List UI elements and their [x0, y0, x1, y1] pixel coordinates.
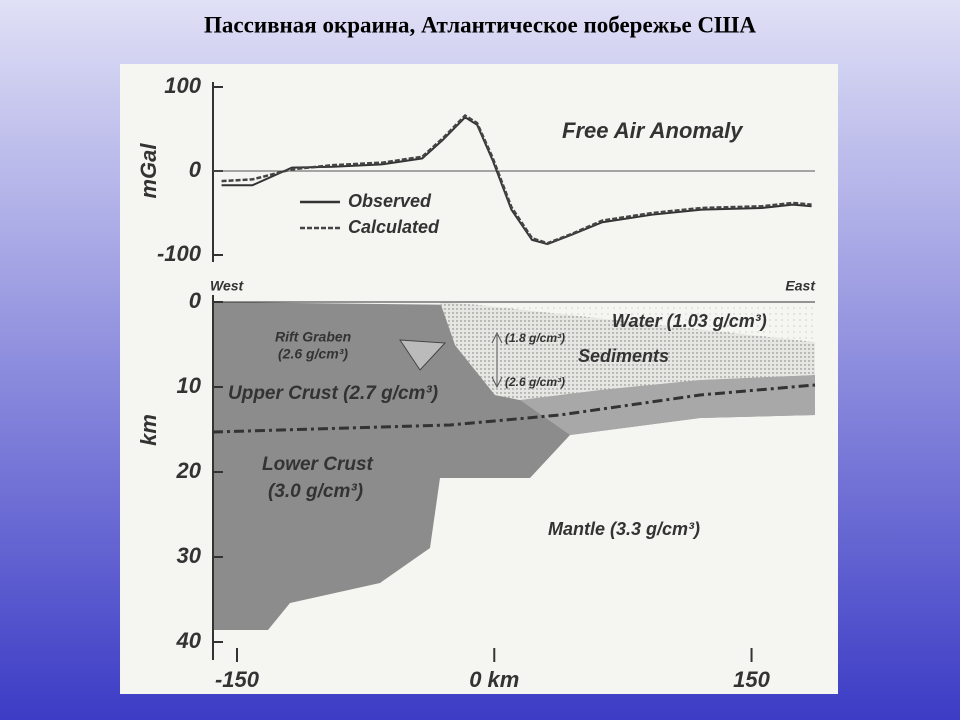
x-tick-label: 0 km — [469, 667, 519, 692]
label: (1.8 g/cm³) — [505, 331, 565, 345]
arrow-head — [491, 376, 503, 389]
label: West — [210, 278, 245, 294]
label: (2.6 g/cm³) — [505, 375, 565, 389]
y-tick-label: 30 — [177, 543, 202, 568]
cross-section: West East Water (1.03 g/cm³) Sediments R… — [136, 278, 816, 630]
y-tick-label: 0 — [189, 157, 202, 182]
chart-title: Free Air Anomaly — [562, 118, 744, 143]
label: Upper Crust (2.7 g/cm³) — [228, 383, 438, 404]
rift-graben — [399, 339, 447, 371]
axis-label: km — [136, 414, 161, 446]
arrow-head — [491, 331, 503, 344]
y-tick-label: 40 — [176, 628, 202, 653]
water — [480, 302, 815, 342]
x-tick-label: 150 — [733, 667, 770, 692]
label: (2.6 g/cm³) — [278, 346, 348, 362]
label: Sediments — [578, 346, 669, 366]
axis-label: mGal — [136, 143, 161, 199]
legend-label: Calculated — [348, 217, 440, 237]
y-tick-label: -100 — [157, 241, 202, 266]
x-tick-label: -150 — [215, 667, 260, 692]
slide-title: Пассивная окраина, Атлантическое побереж… — [204, 12, 756, 37]
label: Rift Graben — [275, 329, 351, 345]
y-tick-label: 0 — [189, 288, 202, 313]
series-line — [221, 115, 812, 246]
y-tick-label: 10 — [177, 373, 202, 398]
moho-line — [212, 383, 816, 434]
series-line — [221, 113, 812, 245]
y-tick-label: 100 — [164, 73, 201, 98]
label: Lower Crust — [262, 454, 374, 475]
label: Mantle (3.3 g/cm³) — [548, 519, 700, 539]
label: Water (1.03 g/cm³) — [612, 311, 767, 331]
y-tick-label: 20 — [176, 458, 202, 483]
sediments — [440, 302, 815, 400]
label: East — [785, 278, 816, 294]
label: (3.0 g/cm³) — [268, 481, 363, 502]
legend-label: Observed — [348, 191, 432, 211]
